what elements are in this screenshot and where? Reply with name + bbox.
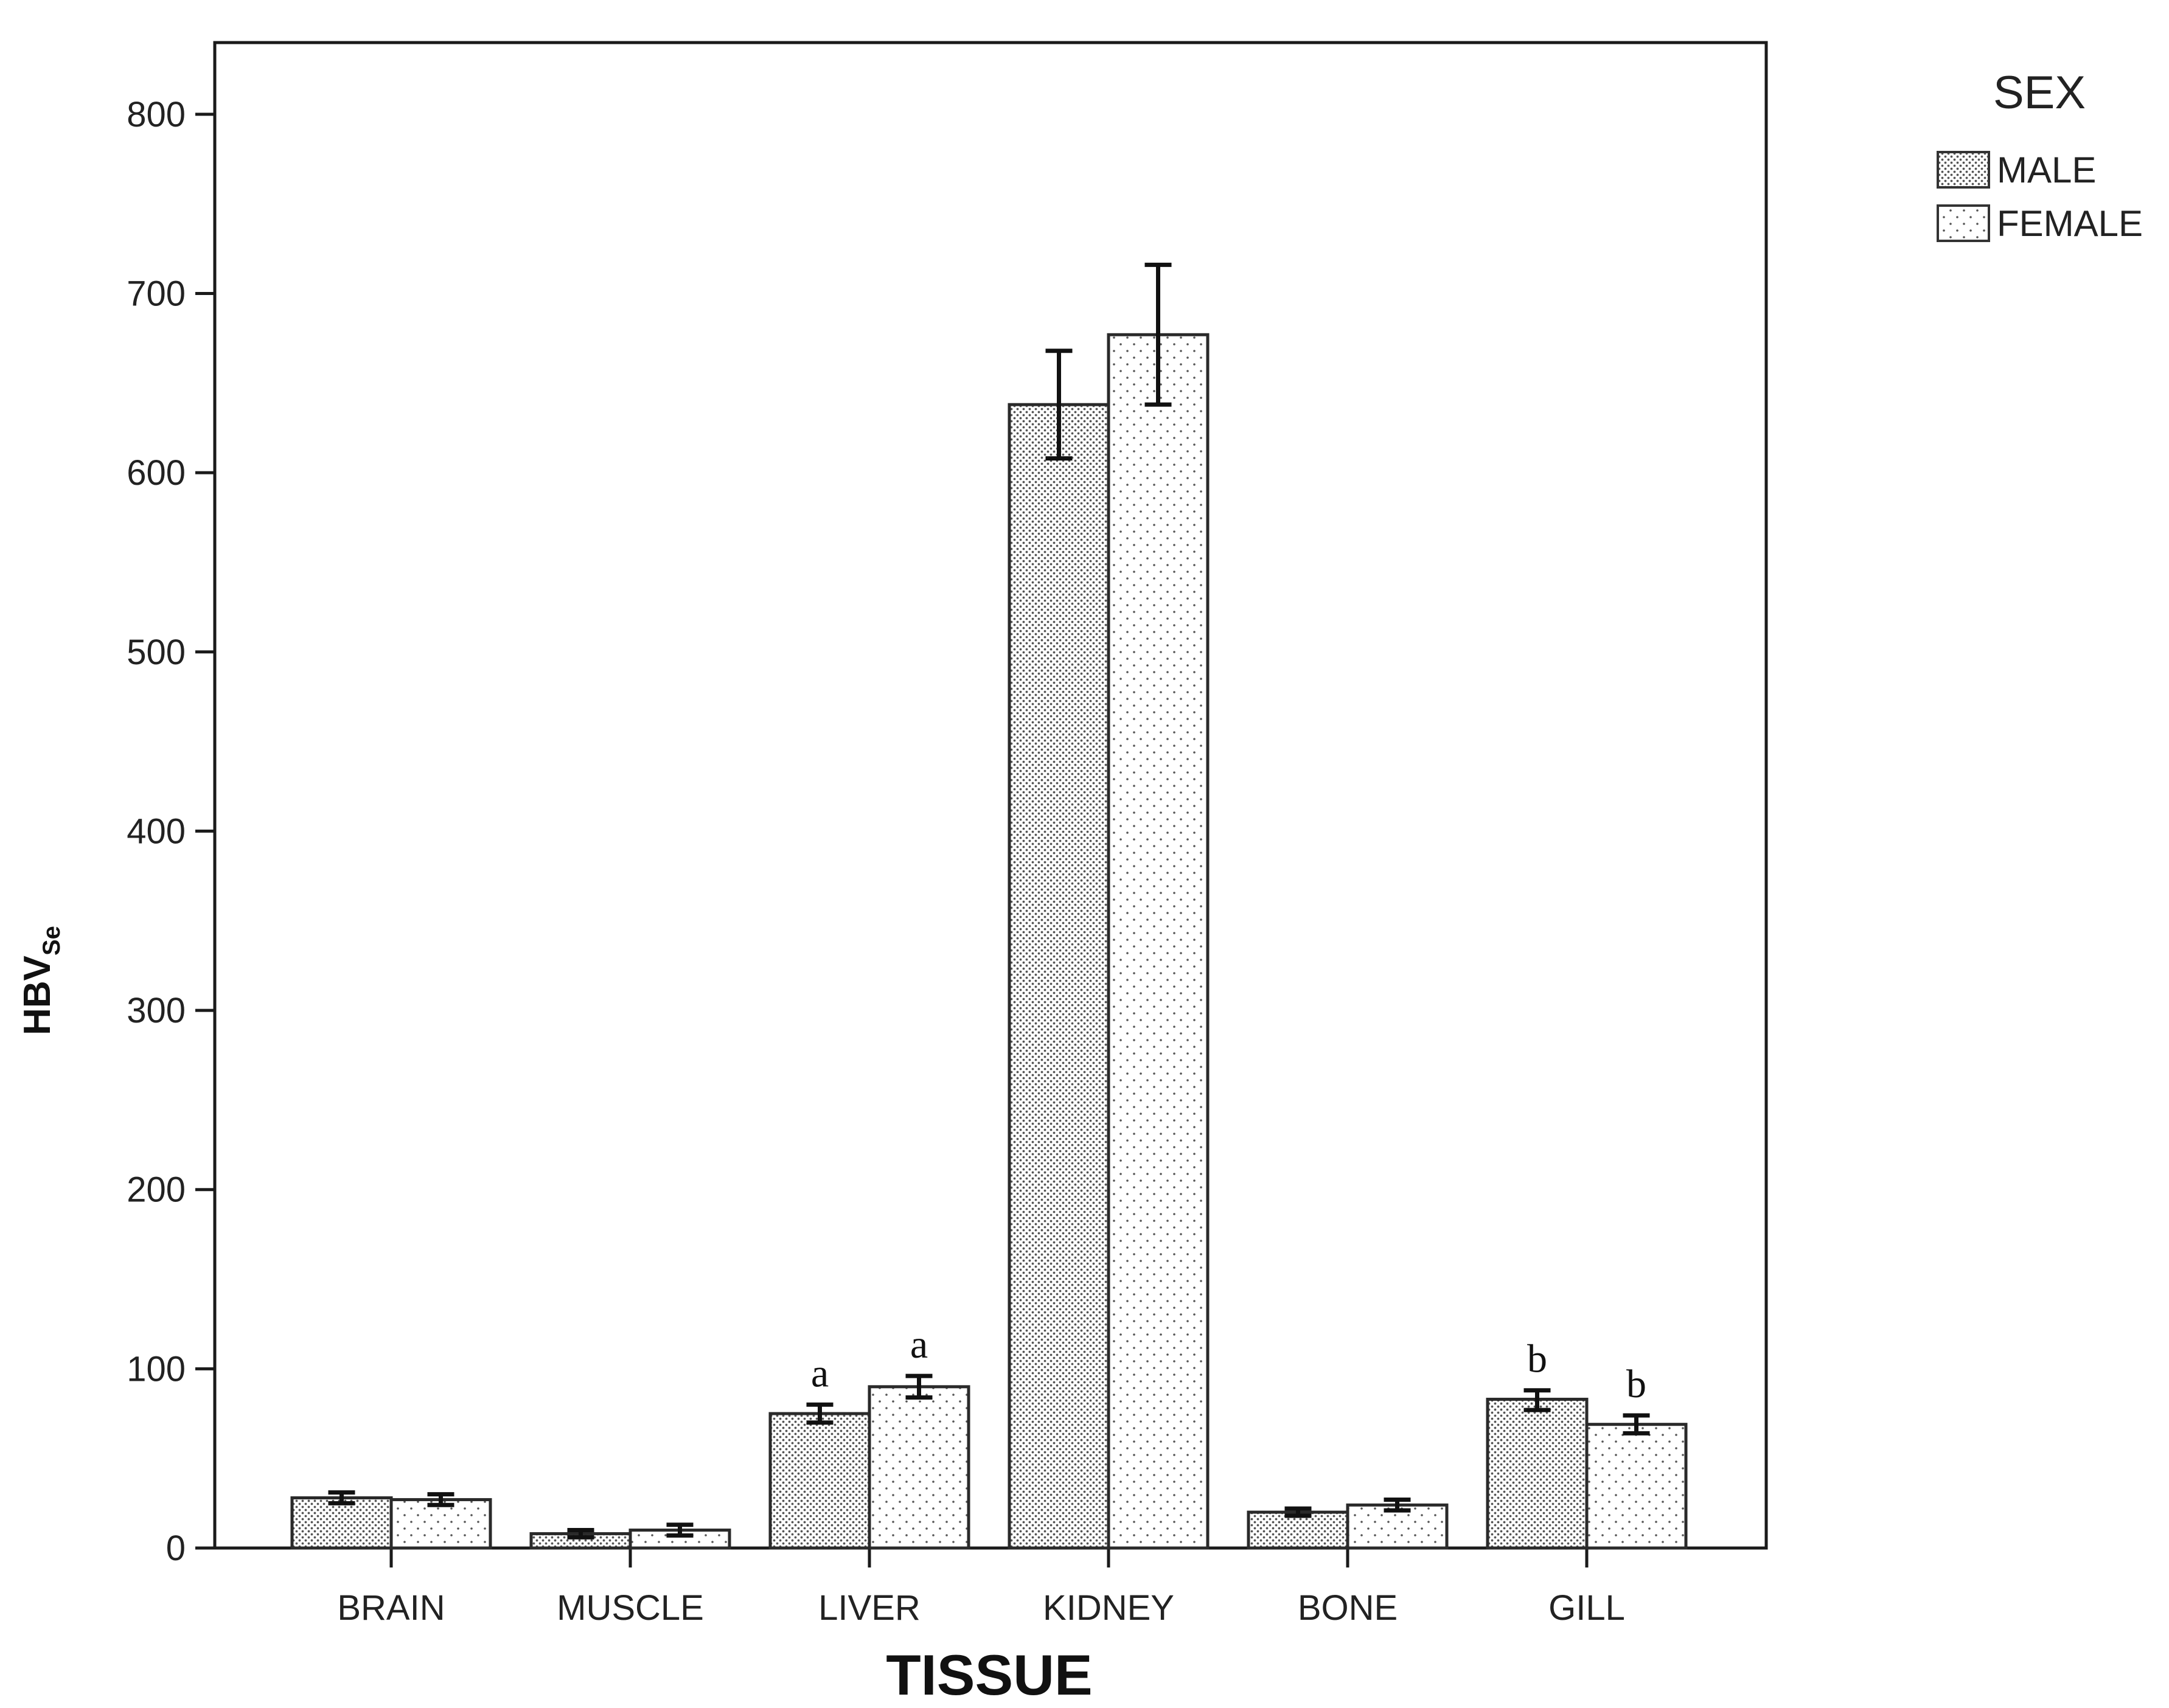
- error-bar-male-bone: [1284, 1506, 1312, 1518]
- x-axis-title: TISSUE: [886, 1643, 1093, 1707]
- y-axis-title: HBVSe: [16, 926, 65, 1035]
- y-tick-label-400: 400: [127, 811, 186, 851]
- x-tick-label-kidney: KIDNEY: [1043, 1588, 1174, 1628]
- y-axis-title-subscript: Se: [38, 926, 65, 956]
- bar-male-liver: [768, 1412, 871, 1550]
- x-tick-label-gill: GILL: [1548, 1588, 1625, 1628]
- error-bar-female-gill: [1623, 1413, 1650, 1435]
- error-bar-female-muscle: [666, 1522, 694, 1538]
- bar-female-liver: [868, 1385, 970, 1550]
- bar-male-gill: [1486, 1397, 1589, 1550]
- bar-female-gill: [1585, 1423, 1688, 1550]
- error-bar-male-kidney: [1045, 349, 1073, 461]
- bar-female-kidney: [1107, 333, 1210, 1550]
- error-bar-female-liver: [905, 1373, 933, 1400]
- y-tick-label-500: 500: [127, 633, 186, 672]
- y-tick-label-800: 800: [127, 95, 186, 134]
- y-axis-title-main: HBV: [16, 956, 58, 1035]
- bar-male-kidney: [1008, 403, 1110, 1550]
- error-bars: [328, 262, 1650, 1540]
- legend: SEX MALE FEMALE: [1937, 67, 2143, 244]
- error-bar-female-bone: [1384, 1497, 1411, 1513]
- legend-title: SEX: [1993, 67, 2086, 119]
- error-bar-male-liver: [806, 1402, 834, 1425]
- legend-swatch-male: [1937, 151, 1990, 189]
- y-tick-label-300: 300: [127, 991, 186, 1030]
- significance-label-male-liver: a: [811, 1351, 829, 1395]
- legend-swatch-female: [1937, 204, 1990, 242]
- significance-labels: a bab: [811, 1322, 1646, 1406]
- y-tick-label-200: 200: [127, 1170, 186, 1210]
- y-tick-label-100: 100: [127, 1349, 186, 1389]
- significance-label-female-liver: a: [910, 1322, 928, 1367]
- bar-male-brain: [290, 1496, 393, 1550]
- error-bar-female-kidney: [1144, 262, 1172, 407]
- plot-frame: [213, 41, 1768, 1550]
- error-bar-female-brain: [427, 1492, 454, 1507]
- bars: [290, 333, 1688, 1550]
- legend-label-female: FEMALE: [1997, 203, 2143, 244]
- significance-label-male-gill: b: [1527, 1337, 1547, 1381]
- y-axis: 0 100 200 300 400 500 600 700 800: [127, 95, 215, 1568]
- x-tick-label-bone: BONE: [1298, 1588, 1398, 1628]
- y-tick-label-700: 700: [127, 274, 186, 314]
- error-bar-male-brain: [328, 1490, 355, 1505]
- legend-label-male: MALE: [1997, 150, 2096, 190]
- x-tick-label-liver: LIVER: [818, 1588, 921, 1628]
- error-bar-male-muscle: [567, 1528, 594, 1540]
- error-bar-male-gill: [1523, 1388, 1551, 1412]
- x-axis: BRAIN MUSCLE LIVER KIDNEY BONE GILL: [337, 1548, 1625, 1628]
- y-tick-label-600: 600: [127, 453, 186, 493]
- x-tick-label-brain: BRAIN: [337, 1588, 445, 1628]
- y-tick-label-0: 0: [166, 1529, 186, 1568]
- x-tick-label-muscle: MUSCLE: [557, 1588, 704, 1628]
- significance-label-female-gill: b: [1626, 1362, 1646, 1406]
